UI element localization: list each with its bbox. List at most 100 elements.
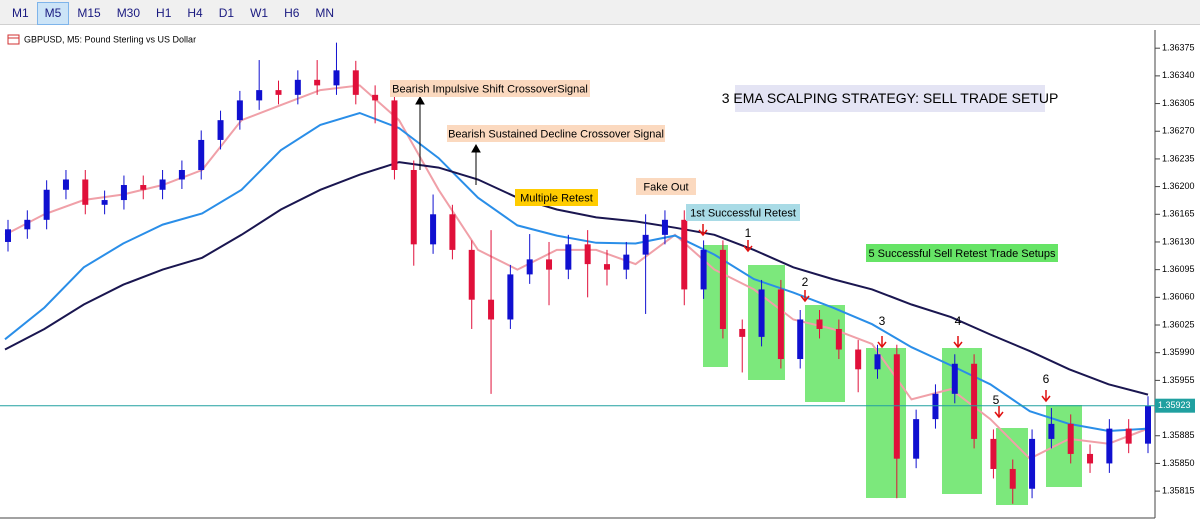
entry-arrow: [800, 290, 810, 303]
y-tick-label: 1.35815: [1162, 485, 1195, 495]
signal-arrows: [415, 95, 481, 185]
candle-body: [777, 289, 784, 360]
candle-body: [603, 264, 610, 270]
y-tick-label: 1.36270: [1162, 126, 1195, 136]
ema-line: [4, 161, 1149, 396]
setup-zone: [805, 305, 845, 402]
candle-body: [333, 70, 340, 86]
timeframe-button[interactable]: M1: [12, 6, 29, 20]
candle-body: [1067, 423, 1074, 454]
candle-body: [951, 363, 958, 394]
annotation-text: Bearish Sustained Decline Crossover Sign…: [448, 128, 664, 140]
candle-body: [546, 259, 553, 270]
setup-number: 1: [745, 226, 752, 240]
candle-body: [681, 219, 688, 290]
timeframe-button[interactable]: H1: [156, 6, 172, 20]
annotation-box: [515, 189, 598, 206]
entry-arrows: [698, 224, 1051, 419]
annotation-box: [735, 85, 1045, 112]
candle-body: [874, 354, 881, 370]
candle-body: [1145, 405, 1151, 444]
setup-number: 2: [802, 275, 809, 289]
candle-body: [816, 319, 823, 329]
candle-body: [642, 234, 649, 255]
candle-body: [584, 244, 591, 265]
timeframe-button[interactable]: M30: [116, 6, 141, 20]
y-tick-label: 1.36340: [1162, 70, 1195, 80]
candle-body: [1125, 428, 1132, 444]
timeframe-button[interactable]: W1: [250, 6, 269, 20]
arrow-head: [415, 95, 425, 105]
candle-body: [758, 289, 765, 337]
candle-body: [797, 319, 804, 360]
candle-body: [855, 349, 862, 370]
annotation-box: [636, 178, 696, 195]
candle-body: [5, 229, 11, 242]
setup-number: 6: [1043, 372, 1050, 386]
y-tick-label: 1.35885: [1162, 430, 1195, 440]
timeframe-button[interactable]: H6: [284, 6, 300, 20]
setup-number: 5: [993, 393, 1000, 407]
annotation-box: [686, 204, 800, 221]
symbol-icon: [7, 34, 20, 45]
timeframe-toolbar: M1 M5 M15 M30 H1 H4 D1 W1 H6 MN: [0, 0, 1200, 25]
annotation-text: 3 EMA SCALPING STRATEGY: SELL TRADE SETU…: [722, 90, 1059, 106]
candle-body: [1029, 438, 1036, 489]
y-tick-label: 1.35990: [1162, 347, 1195, 357]
candle-body: [159, 179, 166, 190]
candle-body: [835, 328, 842, 350]
chart-title: GBPUSD, M5: Pound Sterling vs US Dollar: [24, 34, 196, 44]
candle-body: [372, 94, 379, 101]
candle-body: [236, 100, 243, 121]
timeframe-button[interactable]: M5: [36, 2, 70, 25]
y-tick-label: 1.36375: [1162, 43, 1195, 53]
annotation-text: Fake Out: [643, 181, 688, 193]
y-tick-label: 1.36130: [1162, 236, 1195, 246]
candle-body: [739, 328, 746, 337]
y-tick-label: 1.35955: [1162, 375, 1195, 385]
candle-body: [488, 299, 495, 320]
annotation-text: 1st Successful Retest: [690, 207, 796, 219]
candle-body: [1087, 453, 1094, 464]
setup-number: 4: [955, 314, 962, 328]
annotation-box: [447, 125, 665, 142]
candle-body: [256, 90, 263, 101]
timeframe-button[interactable]: M15: [77, 6, 101, 20]
candle-body: [198, 139, 205, 170]
annotation-text: 5 Successful Sell Retest Trade Setups: [868, 248, 1056, 260]
y-tick-label: 1.36025: [1162, 319, 1195, 329]
y-tick-label: 1.36060: [1162, 292, 1195, 302]
candle-body: [430, 214, 437, 245]
y-tick-label: 1.36305: [1162, 98, 1195, 108]
candle-body: [661, 219, 668, 235]
candle-body: [1009, 468, 1016, 489]
candle-body: [526, 259, 533, 275]
candle-body: [507, 274, 514, 320]
last-price-box: [1155, 398, 1195, 413]
candle-body: [913, 419, 920, 459]
y-tick-label: 1.36200: [1162, 181, 1195, 191]
candle-body: [24, 219, 31, 230]
chart: 1.36375 1.36340 1.36305 1.36270 1.36235 1.362…: [0, 25, 1200, 522]
candle-body: [410, 169, 417, 245]
entry-arrow: [877, 336, 887, 349]
candle-body: [217, 120, 224, 140]
candle-body: [719, 249, 726, 329]
candle-body: [275, 90, 282, 95]
plot: 1.36375 1.36340 1.36305 1.36270 1.36235 1.362…: [0, 43, 1195, 504]
entry-arrow: [743, 240, 753, 253]
arrow-head: [471, 143, 481, 153]
annotation-box: [390, 80, 590, 97]
timeframe-button[interactable]: D1: [218, 6, 235, 20]
candle-body: [101, 200, 108, 205]
candle-body: [700, 249, 707, 290]
timeframe-button[interactable]: H4: [187, 6, 203, 20]
candle-body: [932, 393, 939, 420]
candle-body: [565, 244, 572, 270]
candle-body: [468, 249, 475, 300]
ema-line: [4, 84, 1149, 460]
candle-body: [120, 185, 127, 201]
timeframe-button[interactable]: MN: [315, 6, 335, 20]
icon-frame: [7, 34, 20, 45]
candle-body: [140, 185, 147, 190]
